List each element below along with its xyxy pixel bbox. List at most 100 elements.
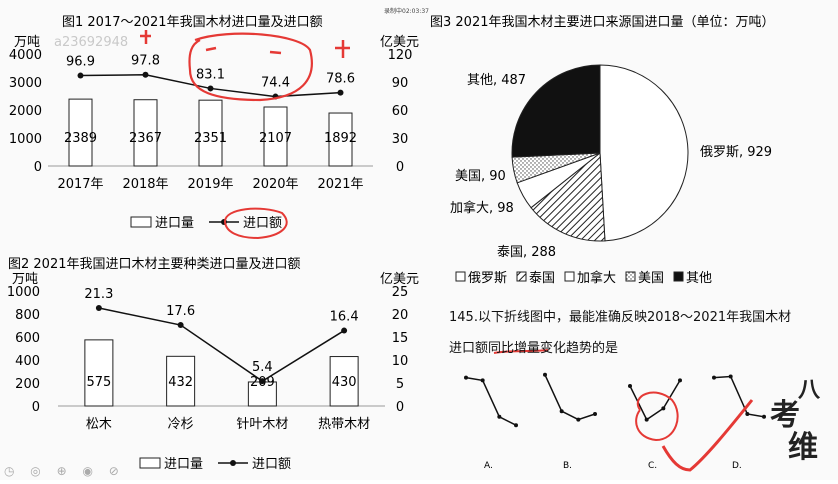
legend-label: 进口额	[252, 457, 291, 472]
option-label: D.	[732, 461, 742, 471]
x-tick-label: 2020年	[252, 177, 298, 192]
pie-label: 泰国, 288	[497, 245, 556, 260]
y-axis-right-unit: 亿美元	[380, 35, 419, 50]
option-trend-point	[661, 406, 666, 411]
legend-label: 泰国	[529, 271, 555, 286]
y-tick-right: 20	[392, 308, 409, 323]
option-trend-line	[713, 375, 765, 418]
chart3-pie: 图3 2021年我国木材主要进口来源国进口量（单位：万吨） 俄罗斯, 929 泰国,…	[430, 15, 775, 286]
y-tick-right: 5	[396, 377, 404, 392]
option-trend-point	[762, 414, 766, 419]
bar-value-label: 2389	[64, 131, 97, 146]
bar	[329, 356, 359, 407]
line-value-label: 78.6	[326, 72, 355, 87]
line-value-label: 74.4	[261, 76, 290, 91]
option-trend-point	[464, 375, 468, 380]
legend-label: 进口额	[243, 216, 282, 231]
line-point	[95, 305, 102, 312]
red-check-mark	[661, 399, 754, 472]
series-line	[98, 307, 345, 383]
option-trend-line	[465, 376, 517, 426]
line-point	[259, 378, 266, 385]
red-circle-annotation	[188, 32, 313, 102]
chart-title: 图3 2021年我国木材主要进口来源国进口量（单位：万吨）	[430, 15, 775, 30]
player-toolbar[interactable]: ◷ ◎ ⊕ ◉ ⊘	[4, 464, 125, 478]
line-point	[207, 85, 214, 92]
bar-value-label: 2107	[259, 131, 292, 146]
line-value-label: 97.8	[131, 54, 160, 69]
option-label: A.	[484, 461, 493, 471]
question-text: 145.以下折线图中，最能准确反映2018～2021年我国木材	[449, 310, 792, 325]
pie-slice	[530, 152, 606, 242]
red-plus-mark	[140, 30, 151, 44]
bar-value-label: 2367	[129, 131, 162, 146]
x-tick-label: 针叶木材	[236, 417, 288, 432]
y-tick-right: 25	[392, 285, 409, 300]
red-minus-mark	[269, 50, 282, 55]
bar-value-label: 1892	[324, 131, 357, 146]
bar	[68, 98, 93, 167]
y-axis-right-unit: 亿美元	[380, 272, 419, 287]
line-point	[142, 71, 149, 78]
legend-label: 进口量	[164, 457, 203, 472]
line-value-label: 96.9	[66, 55, 95, 70]
logo-char: 考	[770, 398, 800, 433]
recording-timer: 录制中02:03:37	[384, 8, 429, 15]
red-plus-mark	[335, 40, 350, 58]
logo-char: 八	[798, 377, 821, 403]
y-tick-right: 120	[388, 48, 413, 63]
legend-label: 俄罗斯	[468, 271, 507, 286]
line-value-label: 16.4	[330, 310, 359, 325]
y-tick-left: 2000	[9, 104, 42, 119]
red-circle-annotation	[635, 391, 679, 442]
bar	[328, 112, 353, 167]
bar	[263, 106, 288, 167]
legend-swatch-bar	[139, 457, 161, 469]
bar-value-label: 432	[168, 375, 193, 390]
watermark: a23692948	[54, 35, 129, 50]
pie-label: 加拿大, 98	[450, 200, 514, 216]
red-circle-annotation	[223, 207, 288, 240]
bar-value-label: 575	[86, 375, 111, 390]
bar-value-label: 430	[332, 375, 357, 390]
y-tick-right: 60	[392, 104, 409, 119]
line-value-label: 5.4	[252, 360, 273, 375]
option-trend-point	[543, 372, 547, 377]
x-tick-label: 2018年	[122, 177, 168, 192]
y-tick-left: 1000	[9, 132, 42, 147]
option-trend-point	[644, 417, 649, 422]
legend-label: 进口量	[155, 216, 194, 231]
option-trend-point	[497, 414, 502, 419]
legend-swatch	[625, 271, 636, 282]
y-tick-left: 400	[15, 354, 40, 369]
line-value-label: 17.6	[166, 304, 195, 319]
legend-label: 其他	[686, 271, 712, 286]
bar	[198, 99, 223, 167]
chart-title: 图1 2017～2021年我国木材进口量及进口额	[62, 15, 323, 30]
y-tick-right: 90	[392, 76, 409, 91]
pie-slice	[511, 64, 601, 158]
y-tick-left: 1000	[7, 285, 40, 300]
y-tick-left: 200	[15, 377, 40, 392]
line-point	[177, 322, 184, 329]
legend-swatch	[564, 271, 575, 282]
legend-swatch	[673, 271, 684, 282]
y-axis-left-unit: 万吨	[12, 272, 38, 287]
y-tick-right: 0	[396, 400, 404, 415]
line-value-label: 83.1	[196, 67, 225, 82]
option-trend-point	[593, 412, 597, 416]
line-point	[77, 72, 84, 79]
x-tick-label: 2019年	[187, 177, 233, 192]
y-axis-left-unit: 万吨	[14, 35, 40, 50]
option-trend-point	[728, 374, 733, 379]
y-tick-left: 0	[32, 400, 40, 415]
pie-slice	[599, 64, 689, 242]
bar-value-label: 2351	[194, 131, 227, 146]
line-point	[337, 89, 344, 96]
y-tick-right: 15	[392, 331, 409, 346]
line-value-label: 21.3	[84, 287, 113, 302]
